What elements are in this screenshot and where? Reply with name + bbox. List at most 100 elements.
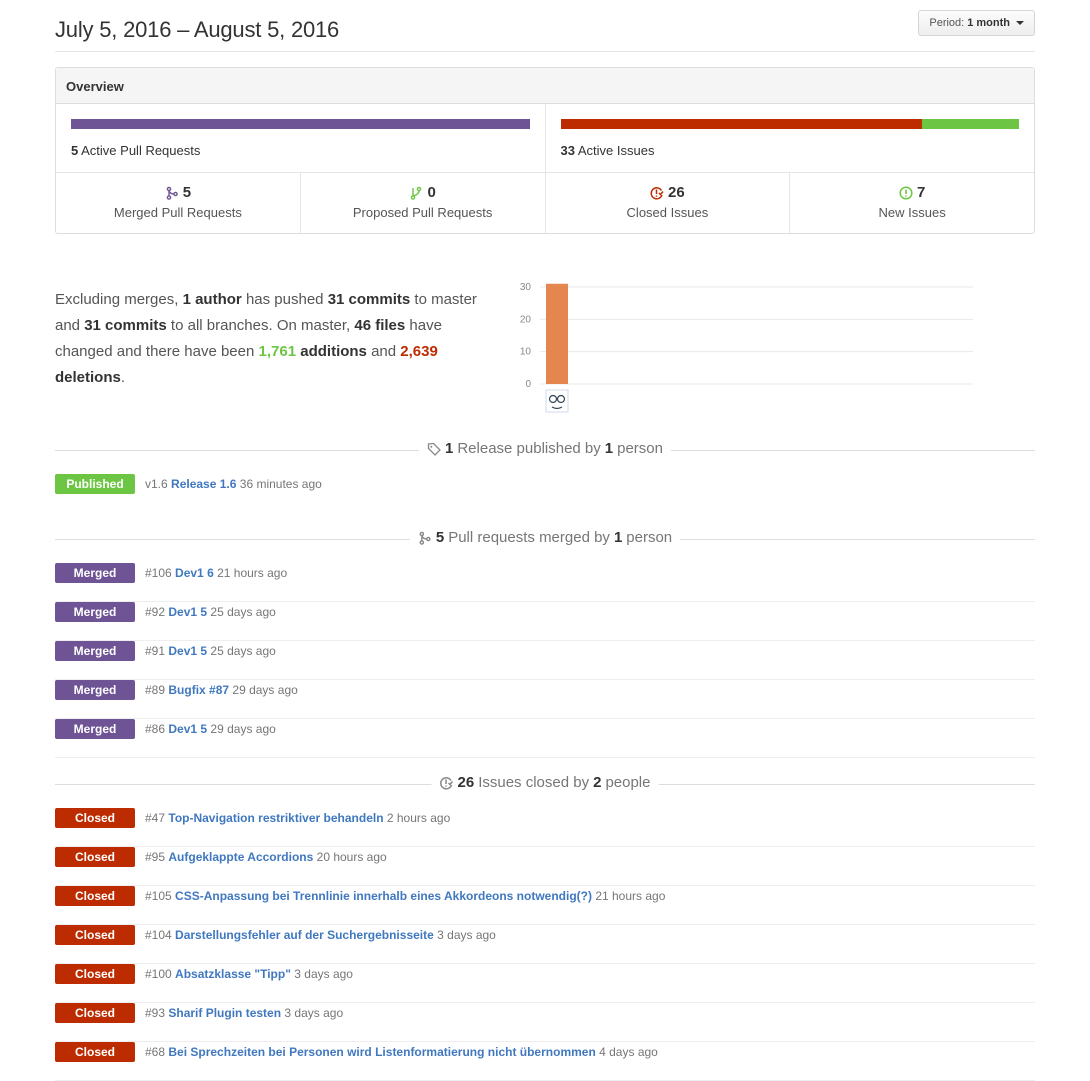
issue-link[interactable]: Sharif Plugin testen — [168, 1006, 282, 1020]
issue-opened-icon — [899, 185, 913, 200]
files-count: 46 files — [354, 317, 406, 334]
page-title: July 5, 2016 – August 5, 2016 — [55, 17, 340, 42]
proposed-pull-requests-stat[interactable]: 0 Proposed Pull Requests — [299, 173, 545, 233]
y-tick-label: 20 — [520, 314, 532, 325]
active-pull-requests[interactable]: 5 Active Pull Requests — [56, 104, 545, 172]
issues-divider: 26 Issues closed by 2 people — [55, 774, 1035, 794]
merged-badge: Merged — [55, 680, 135, 700]
item-time: 29 days ago — [210, 722, 276, 736]
issues-bar — [560, 119, 1020, 129]
item-number: #91 — [145, 644, 166, 658]
y-tick-label: 30 — [520, 282, 532, 293]
caret-down-icon — [1016, 21, 1024, 25]
active-issues[interactable]: 33 Active Issues — [544, 104, 1035, 172]
git-merge-icon — [166, 186, 178, 200]
closed-badge: Closed — [55, 1042, 135, 1062]
commits-master-count: 31 commits — [327, 291, 411, 308]
period-label: Period: — [929, 17, 965, 29]
summary-text: and — [371, 343, 397, 360]
issues-people-count: 2 — [593, 774, 602, 791]
merged-pull-requests-stat[interactable]: 5 Merged Pull Requests — [56, 173, 300, 233]
closed-badge: Closed — [55, 808, 135, 828]
issue-closed-icon — [650, 186, 664, 200]
release-tag: v1.6 — [145, 477, 168, 491]
list-item: Closed #104 Darstellungsfehler auf der Su… — [55, 925, 1035, 964]
issue-link[interactable]: CSS-Anpassung bei Trennlinie innerhalb e… — [175, 889, 592, 903]
releases-text: Release published by — [457, 440, 601, 457]
active-pull-requests-label: 5 Active Pull Requests — [71, 143, 200, 158]
issue-link[interactable]: Absatzklasse "Tipp" — [175, 967, 291, 981]
authors-count: 1 author — [182, 291, 242, 308]
new-issues-count: 7 — [916, 184, 926, 201]
y-tick-label: 0 — [525, 379, 531, 390]
item-number: #92 — [145, 605, 166, 619]
list-item: Merged #91 Dev1 5 25 days ago — [55, 641, 1035, 680]
issue-link[interactable]: Bei Sprechzeiten bei Personen wird Liste… — [168, 1045, 596, 1059]
list-item: Closed #95 Aufgeklappte Accordions 20 hou… — [55, 847, 1035, 886]
closed-badge: Closed — [55, 886, 135, 906]
item-number: #104 — [145, 928, 172, 942]
item-number: #68 — [145, 1045, 166, 1059]
git-merge-icon — [419, 531, 431, 545]
active-issues-text: Active Issues — [577, 143, 655, 158]
pull-request-link[interactable]: Dev1 5 — [168, 605, 208, 619]
closed-badge: Closed — [55, 925, 135, 945]
published-badge: Published — [55, 474, 135, 494]
commits-by-author-chart: 0 10 20 30 — [520, 282, 973, 413]
pull-requests-divider: 5 Pull requests merged by 1 person — [55, 529, 1035, 549]
item-time: 3 days ago — [437, 928, 496, 942]
issue-link[interactable]: Top-Navigation restriktiver behandeln — [168, 811, 384, 825]
pulls-text: Pull requests merged by — [448, 529, 610, 546]
active-issues-label: 33 Active Issues — [561, 143, 655, 158]
issues-text: Issues closed by — [478, 774, 590, 791]
commits-all-count: 31 commits — [84, 317, 167, 334]
closed-badge: Closed — [55, 847, 135, 867]
issue-closed-icon — [440, 776, 454, 790]
proposed-pr-label: Proposed Pull Requests — [352, 205, 493, 220]
overview-title: Overview — [56, 68, 1034, 104]
item-number: #100 — [145, 967, 172, 981]
item-number: #89 — [145, 683, 166, 697]
closed-issues-bar-fill — [560, 119, 922, 129]
releases-people-count: 1 — [604, 440, 614, 457]
pull-request-link[interactable]: Dev1 5 — [168, 644, 208, 658]
item-number: #106 — [145, 566, 172, 580]
release-time: 36 minutes ago — [239, 477, 322, 491]
git-pull-request-icon — [411, 186, 422, 200]
merged-pr-count: 5 — [182, 184, 192, 201]
list-item: Merged #89 Bugfix #87 29 days ago — [55, 680, 1035, 719]
pull-request-link[interactable]: Dev1 6 — [175, 566, 214, 580]
closed-issues-stat[interactable]: 26 Closed Issues — [544, 173, 790, 233]
merged-pr-label: Merged Pull Requests — [113, 205, 242, 220]
page-header: July 5, 2016 – August 5, 2016 Period: 1 … — [55, 10, 1035, 52]
list-item: Closed #47 Top-Navigation restriktiver be… — [55, 808, 1035, 847]
item-time: 21 hours ago — [217, 566, 288, 580]
issue-link[interactable]: Aufgeklappte Accordions — [168, 850, 314, 864]
active-issues-count: 33 — [560, 143, 575, 158]
list-item: Merged #86 Dev1 5 29 days ago — [55, 719, 1035, 758]
releases-divider: 1 Release published by 1 person — [55, 440, 1035, 460]
summary-text: Excluding merges, — [55, 291, 179, 308]
item-number: #47 — [145, 811, 166, 825]
pulls-people-text: person — [626, 529, 673, 546]
additions-label: additions — [300, 343, 367, 360]
pull-request-link[interactable]: Dev1 5 — [168, 722, 208, 736]
period-select-button[interactable]: Period: 1 month — [918, 10, 1035, 36]
list-item: Published v1.6 Release 1.6 36 minutes ag… — [55, 474, 1035, 513]
release-link[interactable]: Release 1.6 — [171, 477, 237, 491]
list-item: Merged #92 Dev1 5 25 days ago — [55, 602, 1035, 641]
tag-icon — [427, 442, 441, 456]
issue-link[interactable]: Darstellungsfehler auf der Suchergebniss… — [175, 928, 434, 942]
item-number: #86 — [145, 722, 166, 736]
overview-panel: Overview 5 Active Pull Requests 33 Activ… — [55, 67, 1035, 234]
closed-issues-label: Closed Issues — [626, 205, 709, 220]
item-time: 20 hours ago — [316, 850, 387, 864]
list-item: Closed #93 Sharif Plugin testen 3 days ag… — [55, 1003, 1035, 1042]
author-avatar[interactable] — [545, 389, 569, 413]
summary-text: . — [120, 369, 126, 386]
commit-bar[interactable] — [546, 283, 568, 384]
merged-badge: Merged — [55, 602, 135, 622]
pull-request-link[interactable]: Bugfix #87 — [168, 683, 230, 697]
new-issues-stat[interactable]: 7 New Issues — [789, 173, 1034, 233]
item-time: 21 hours ago — [595, 889, 666, 903]
